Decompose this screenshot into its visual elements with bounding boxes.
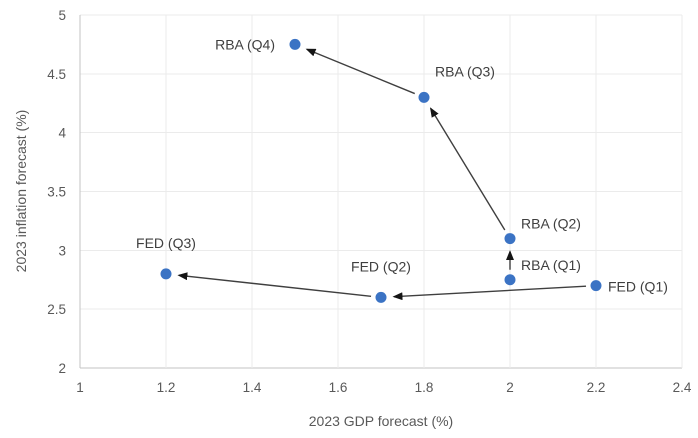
- x-tick-label: 2: [506, 380, 514, 395]
- data-point: [418, 91, 430, 103]
- trend-arrow: [429, 107, 506, 231]
- data-point: [504, 233, 516, 245]
- point-label: RBA (Q3): [435, 63, 495, 79]
- point-label: RBA (Q4): [215, 36, 275, 52]
- x-tick-label: 1.8: [415, 380, 434, 395]
- point-label: FED (Q2): [351, 258, 411, 274]
- y-tick-label: 3: [58, 243, 66, 258]
- x-axis-title: 2023 GDP forecast (%): [309, 413, 453, 429]
- trend-arrow: [305, 48, 416, 95]
- x-tick-label: 1.2: [157, 380, 176, 395]
- x-tick-label: 1.6: [329, 380, 348, 395]
- trend-arrow: [392, 285, 587, 301]
- point-label: RBA (Q2): [521, 216, 581, 232]
- point-label: FED (Q3): [136, 235, 196, 251]
- data-point: [375, 291, 387, 303]
- data-point: [504, 274, 516, 286]
- y-tick-label: 5: [58, 8, 66, 23]
- data-points: [160, 38, 602, 303]
- y-tick-label: 2: [58, 361, 66, 376]
- x-tick-label: 1.4: [243, 380, 262, 395]
- x-tick-label: 2.4: [673, 380, 692, 395]
- y-axis-title: 2023 inflation forecast (%): [13, 110, 29, 273]
- data-point: [289, 38, 301, 50]
- point-labels: RBA (Q4) RBA (Q3) RBA (Q2) RBA (Q1) FED (Q1)…: [136, 36, 668, 294]
- point-label: FED (Q1): [608, 279, 668, 295]
- gridlines: [79, 14, 683, 369]
- x-tick-label: 1: [76, 380, 84, 395]
- y-tick-label: 4: [58, 126, 66, 141]
- y-tick-label: 3.5: [47, 185, 66, 200]
- data-point: [590, 280, 602, 292]
- data-point: [160, 268, 172, 280]
- trend-arrow: [177, 272, 372, 298]
- tick-labels: 1 1.2 1.4 1.6 1.8 2 2.2 2.4 2 2.5 3 3.5 4 4.5 5: [47, 8, 692, 395]
- x-tick-label: 2.2: [587, 380, 606, 395]
- y-tick-label: 2.5: [47, 302, 66, 317]
- y-tick-label: 4.5: [47, 67, 66, 82]
- trend-arrows: [177, 48, 587, 301]
- point-label: RBA (Q1): [521, 257, 581, 273]
